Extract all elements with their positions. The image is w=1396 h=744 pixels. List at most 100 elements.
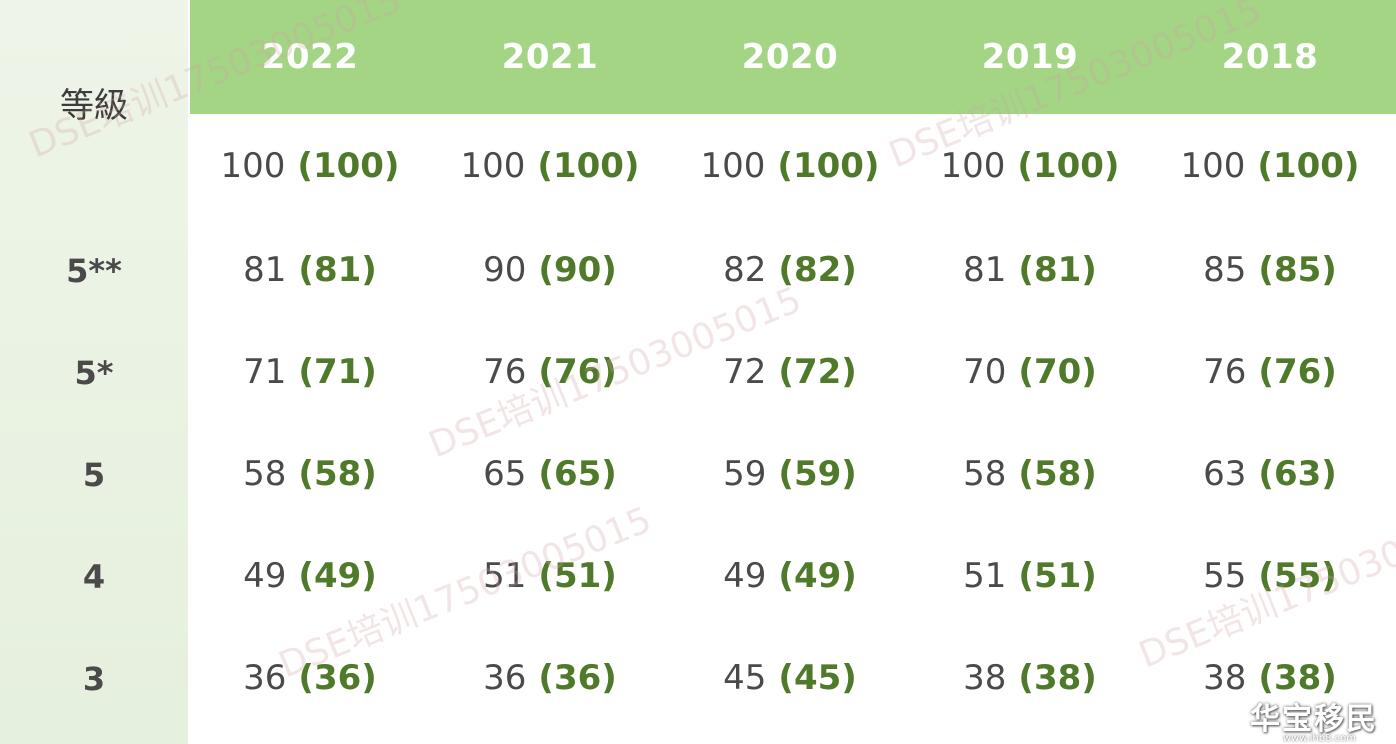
year-header-2: 2020 [741, 37, 839, 77]
grade-header-label: 等級 [60, 86, 128, 126]
table-cell: 45 (45) [670, 658, 910, 698]
table-cell: 49 (49) [670, 556, 910, 596]
score-paren-value: (81) [298, 250, 377, 290]
grade-label: 5 [82, 456, 106, 494]
table-cell: 90 (90) [430, 250, 670, 290]
score-paren-value: (76) [538, 352, 617, 392]
score-paren-value: (100) [777, 146, 880, 186]
score-value: 65 [483, 454, 527, 494]
score-value: 36 [483, 658, 527, 698]
score-paren-value: (100) [537, 146, 640, 186]
score-paren-value: (58) [298, 454, 377, 494]
score-value: 76 [1203, 352, 1247, 392]
score-value: 100 [1180, 146, 1246, 186]
site-logo: 华宝移民 [1250, 702, 1378, 737]
table-cell: 81 (81) [910, 250, 1150, 290]
score-value: 82 [723, 250, 767, 290]
score-paren-value: (59) [778, 454, 857, 494]
score-paren-value: (51) [1018, 556, 1097, 596]
table-cell: 51 (51) [910, 556, 1150, 596]
table-cell: 51 (51) [430, 556, 670, 596]
table-cell: 38 (38) [910, 658, 1150, 698]
grade-label: 5** [66, 252, 122, 290]
score-paren-value: (65) [538, 454, 617, 494]
score-value: 36 [243, 658, 287, 698]
score-paren-value: (36) [538, 658, 617, 698]
score-value: 51 [963, 556, 1007, 596]
score-value: 81 [243, 250, 287, 290]
table-cell: 55 (55) [1150, 556, 1390, 596]
score-paren-value: (36) [298, 658, 377, 698]
score-paren-value: (100) [297, 146, 400, 186]
score-value: 58 [243, 454, 287, 494]
score-value: 63 [1203, 454, 1247, 494]
score-value: 70 [963, 352, 1007, 392]
year-header-4: 2018 [1221, 37, 1319, 77]
score-value: 49 [723, 556, 767, 596]
score-value: 76 [483, 352, 527, 392]
score-value: 58 [963, 454, 1007, 494]
score-paren-value: (71) [298, 352, 377, 392]
year-header-1: 2021 [501, 37, 599, 77]
table-cell: 65 (65) [430, 454, 670, 494]
table-cell: 58 (58) [910, 454, 1150, 494]
table-cell: 100 (100) [670, 146, 910, 186]
score-paren-value: (100) [1257, 146, 1360, 186]
score-value: 45 [723, 658, 767, 698]
score-paren-value: (45) [778, 658, 857, 698]
score-paren-value: (49) [778, 556, 857, 596]
grade-label: 3 [82, 660, 106, 698]
score-paren-value: (70) [1018, 352, 1097, 392]
score-value: 49 [243, 556, 287, 596]
score-value: 55 [1203, 556, 1247, 596]
score-paren-value: (82) [778, 250, 857, 290]
score-value: 59 [723, 454, 767, 494]
score-paren-value: (76) [1258, 352, 1337, 392]
grade-label: 4 [82, 558, 106, 596]
score-paren-value: (38) [1258, 658, 1337, 698]
table-cell: 36 (36) [190, 658, 430, 698]
table-cell: 59 (59) [670, 454, 910, 494]
score-value: 81 [963, 250, 1007, 290]
table-cell: 38 (38) [1150, 658, 1390, 698]
table-cell: 36 (36) [430, 658, 670, 698]
score-paren-value: (51) [538, 556, 617, 596]
table-cell: 76 (76) [1150, 352, 1390, 392]
score-paren-value: (81) [1018, 250, 1097, 290]
table-cell: 49 (49) [190, 556, 430, 596]
table-cell: 81 (81) [190, 250, 430, 290]
score-paren-value: (55) [1258, 556, 1337, 596]
score-value: 38 [963, 658, 1007, 698]
table-cell: 100 (100) [1150, 146, 1390, 186]
table-cell: 72 (72) [670, 352, 910, 392]
table-cell: 58 (58) [190, 454, 430, 494]
site-logo-url: www.ihb8.com [1282, 733, 1356, 744]
score-paren-value: (49) [298, 556, 377, 596]
score-value: 100 [940, 146, 1006, 186]
score-paren-value: (90) [538, 250, 617, 290]
year-header-3: 2019 [981, 37, 1079, 77]
table-cell: 63 (63) [1150, 454, 1390, 494]
score-value: 100 [220, 146, 286, 186]
score-value: 100 [700, 146, 766, 186]
grade-column [0, 0, 188, 744]
score-paren-value: (85) [1258, 250, 1337, 290]
score-paren-value: (38) [1018, 658, 1097, 698]
table-cell: 71 (71) [190, 352, 430, 392]
score-value: 100 [460, 146, 526, 186]
score-value: 71 [243, 352, 287, 392]
score-paren-value: (58) [1018, 454, 1097, 494]
grade-label: 5* [74, 354, 114, 392]
table-cell: 82 (82) [670, 250, 910, 290]
table-cell: 100 (100) [430, 146, 670, 186]
year-header-row [190, 0, 1396, 114]
table-cell: 70 (70) [910, 352, 1150, 392]
score-value: 38 [1203, 658, 1247, 698]
score-paren-value: (63) [1258, 454, 1337, 494]
score-paren-value: (72) [778, 352, 857, 392]
table-cell: 76 (76) [430, 352, 670, 392]
score-value: 85 [1203, 250, 1247, 290]
score-paren-value: (100) [1017, 146, 1120, 186]
table-cell: 85 (85) [1150, 250, 1390, 290]
